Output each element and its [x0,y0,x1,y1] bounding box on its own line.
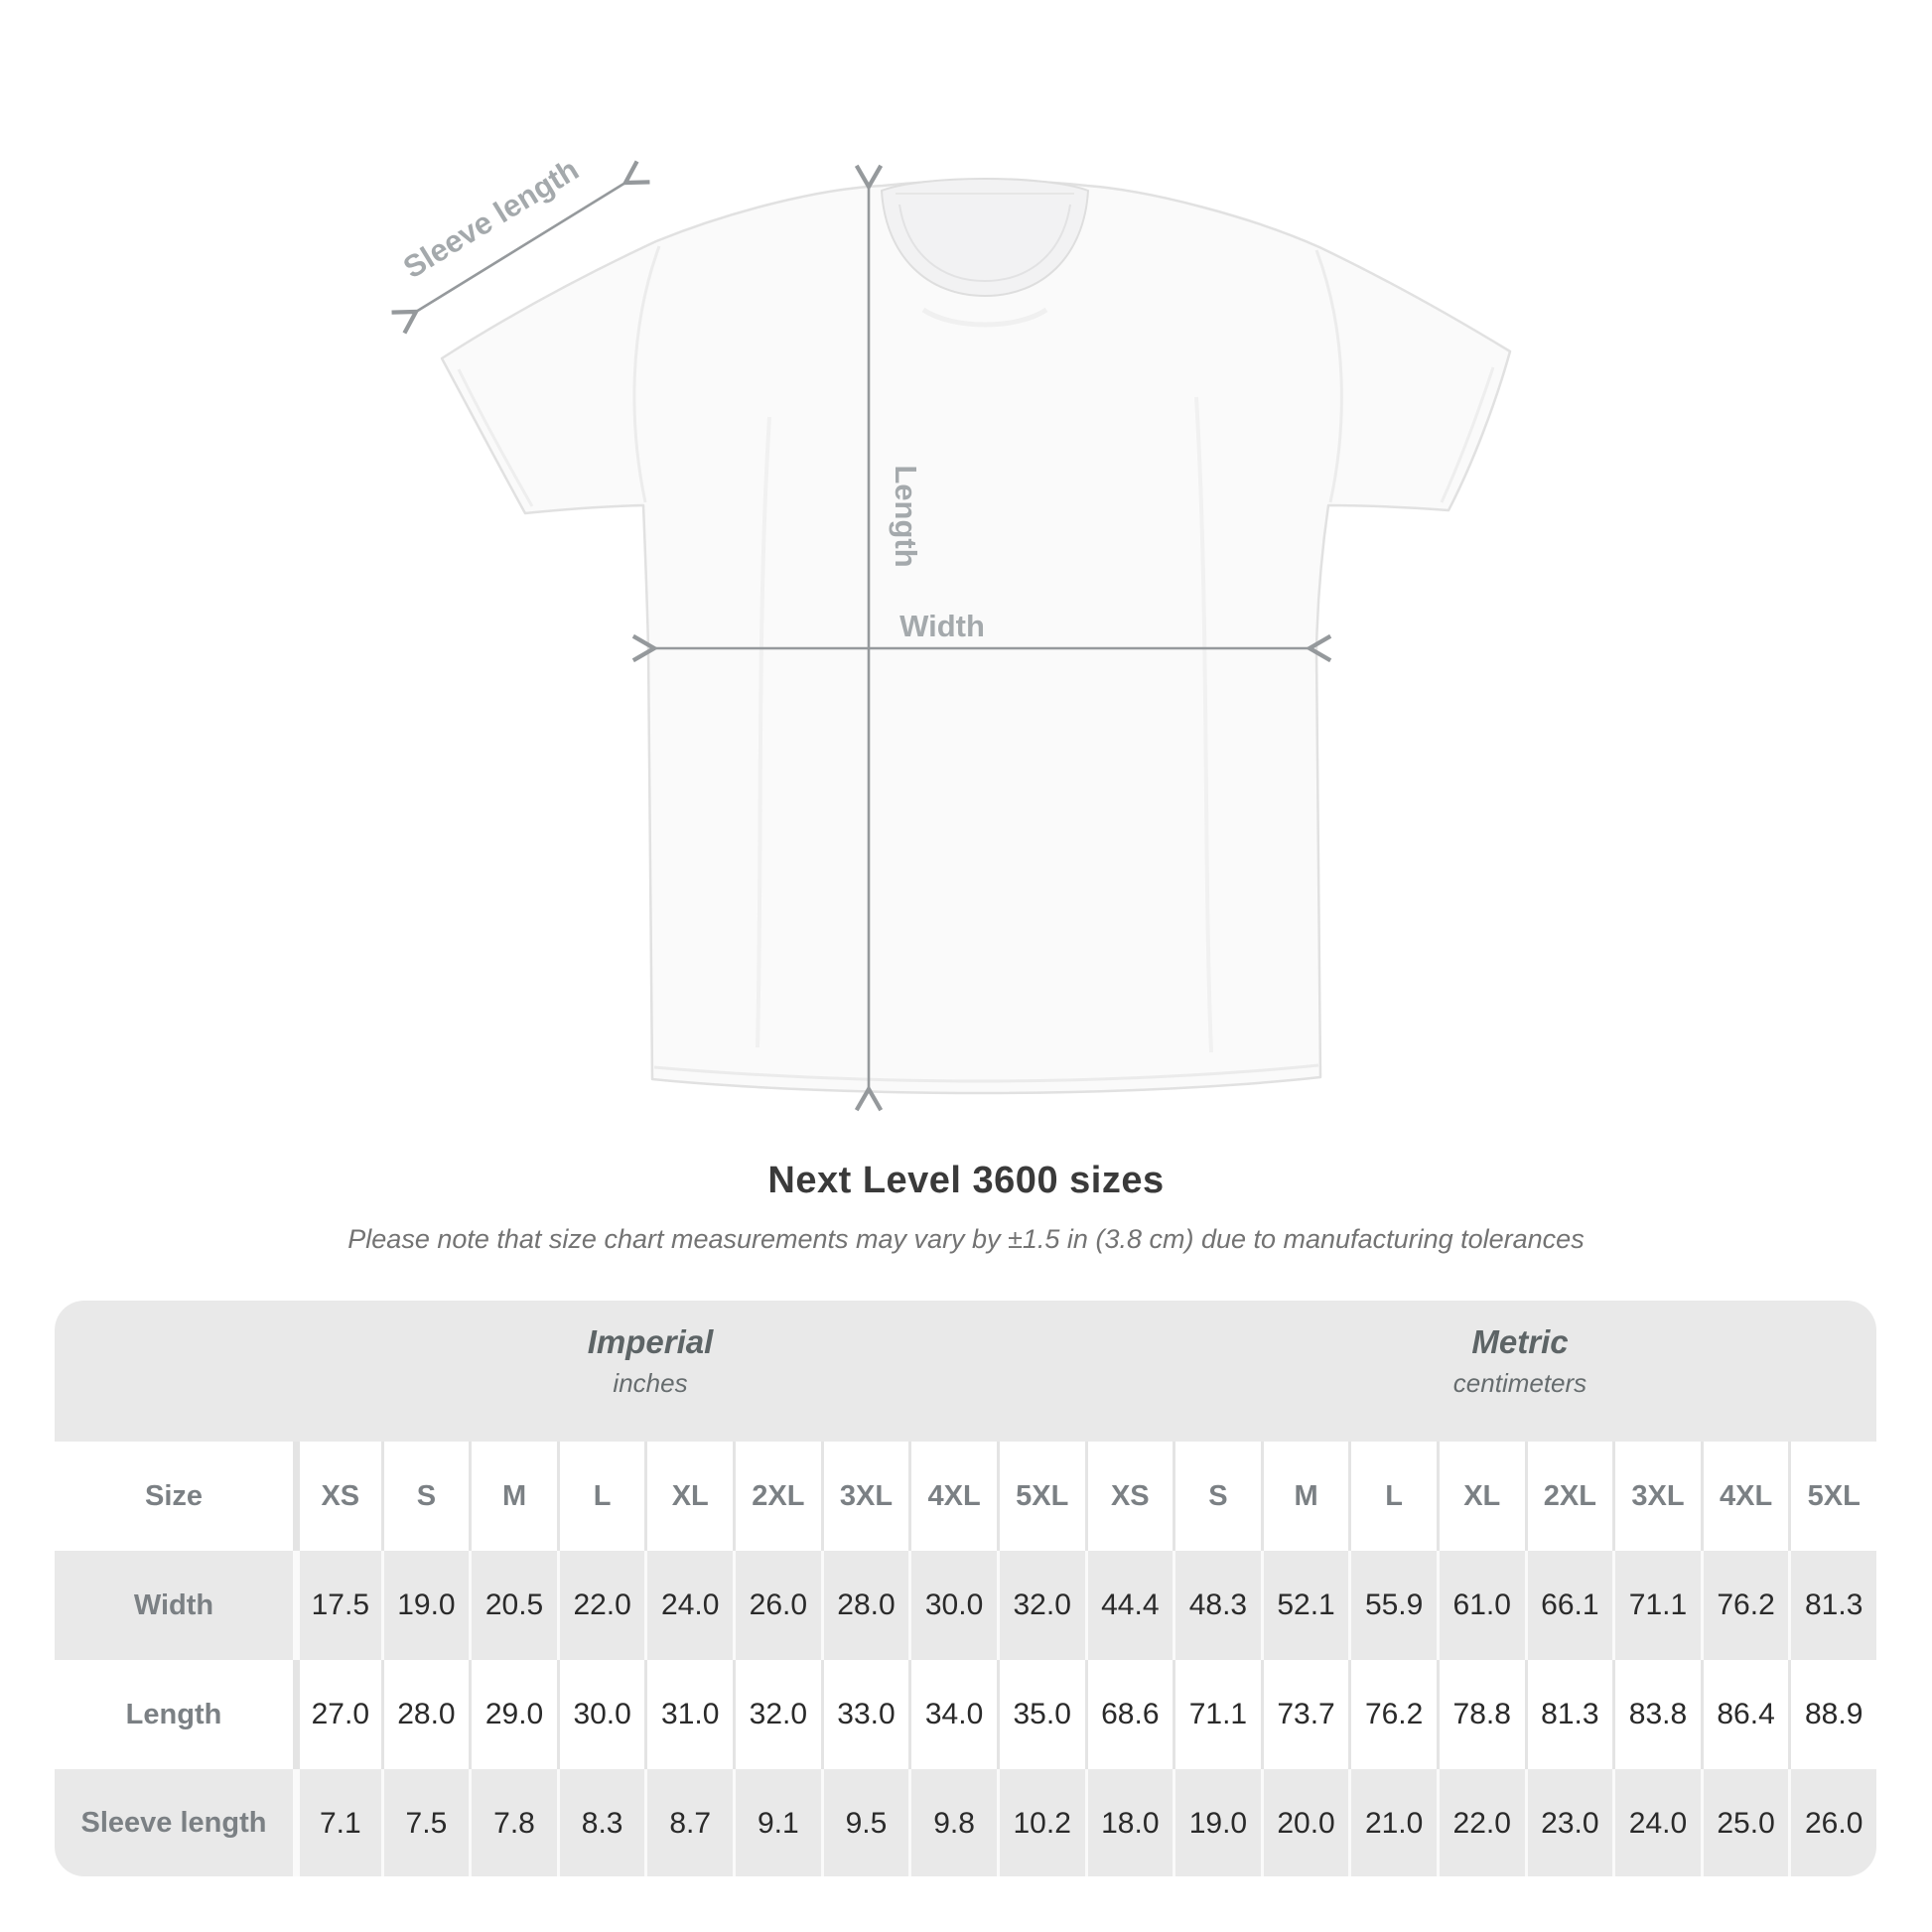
value-cell: 24.0 [1612,1769,1701,1876]
table-row-sleeve-length: Sleeve length 7.1 7.5 7.8 8.3 8.7 9.1 9.… [55,1769,1876,1876]
size-header-cell: 4XL [1700,1442,1789,1551]
value-cell: 73.7 [1260,1660,1349,1769]
value-cell: 28.0 [820,1551,909,1660]
size-header-cell: XS [1084,1442,1173,1551]
metric-unit: centimeters [1452,1368,1587,1398]
value-cell: 29.0 [469,1660,557,1769]
value-cell: 9.8 [908,1769,997,1876]
value-cell: 30.0 [908,1551,997,1660]
metric-heading: Metric [1471,1323,1569,1360]
value-cell: 23.0 [1524,1769,1613,1876]
value-cell: 31.0 [644,1660,733,1769]
value-cell: 8.7 [644,1769,733,1876]
tolerance-note: Please note that size chart measurements… [347,1224,1585,1254]
value-cell: 88.9 [1788,1660,1876,1769]
value-cell: 9.5 [820,1769,909,1876]
size-header-cell: 5XL [1788,1442,1876,1551]
value-cell: 61.0 [1436,1551,1525,1660]
value-cell: 22.0 [556,1551,645,1660]
value-cell: 66.1 [1524,1551,1613,1660]
size-header-cell: 2XL [1524,1442,1613,1551]
value-cell: 76.2 [1700,1551,1789,1660]
size-header-cell: S [1173,1442,1261,1551]
value-cell: 78.8 [1436,1660,1525,1769]
size-header-cell: M [1260,1442,1349,1551]
value-cell: 32.0 [996,1551,1085,1660]
value-cell: 24.0 [644,1551,733,1660]
value-cell: 86.4 [1700,1660,1789,1769]
table-row-length: Length 27.0 28.0 29.0 30.0 31.0 32.0 33.… [55,1660,1876,1769]
size-header-cell: S [380,1442,470,1551]
value-cell: 55.9 [1348,1551,1437,1660]
value-cell: 7.5 [380,1769,470,1876]
size-header-cell: XL [1436,1442,1525,1551]
value-cell: 28.0 [380,1660,470,1769]
value-cell: 68.6 [1084,1660,1173,1769]
value-cell: 26.0 [733,1551,821,1660]
size-header-cell: 4XL [908,1442,997,1551]
imperial-unit: inches [613,1368,688,1398]
imperial-heading: Imperial [587,1323,714,1360]
row-label: Width [133,1588,214,1621]
value-cell: 7.8 [469,1769,557,1876]
size-header-cell: 2XL [733,1442,821,1551]
value-cell: 33.0 [820,1660,909,1769]
value-cell: 20.5 [469,1551,557,1660]
table-row-width: Width 17.5 19.0 20.5 22.0 24.0 26.0 28.0… [55,1551,1876,1660]
row-label: Length [125,1698,222,1730]
value-cell: 7.1 [293,1769,381,1876]
size-table: Imperial inches Metric centimeters Size … [55,1301,1876,1876]
row-label: Sleeve length [80,1807,267,1839]
value-cell: 17.5 [293,1551,381,1660]
value-cell: 71.1 [1612,1551,1701,1660]
value-cell: 19.0 [1173,1769,1261,1876]
size-header-cell: 3XL [1612,1442,1701,1551]
size-column-header: Size [144,1479,204,1512]
page-title: Next Level 3600 sizes [767,1160,1165,1201]
length-label: Length [889,465,923,567]
size-header-cell: M [469,1442,557,1551]
imperial-section-header: Imperial inches [422,1322,879,1400]
size-header-cell: 5XL [996,1442,1085,1551]
value-cell: 35.0 [996,1660,1085,1769]
value-cell: 20.0 [1260,1769,1349,1876]
sleeve-length-arrow [391,160,650,335]
value-cell: 18.0 [1084,1769,1173,1876]
size-header-cell: L [556,1442,645,1551]
width-label: Width [899,609,985,643]
units-header-band: Imperial inches Metric centimeters [55,1301,1876,1442]
value-cell: 26.0 [1788,1769,1876,1876]
value-cell: 48.3 [1173,1551,1261,1660]
value-cell: 27.0 [293,1660,381,1769]
value-cell: 83.8 [1612,1660,1701,1769]
value-cell: 81.3 [1524,1660,1613,1769]
size-header-cell: 3XL [820,1442,909,1551]
value-cell: 19.0 [380,1551,470,1660]
size-header-cell: L [1348,1442,1437,1551]
value-cell: 71.1 [1173,1660,1261,1769]
value-cell: 22.0 [1436,1769,1525,1876]
value-cell: 10.2 [996,1769,1085,1876]
size-header-cell: XL [644,1442,733,1551]
value-cell: 9.1 [733,1769,821,1876]
size-header-cell: XS [293,1442,381,1551]
value-cell: 34.0 [908,1660,997,1769]
value-cell: 52.1 [1260,1551,1349,1660]
value-cell: 44.4 [1084,1551,1173,1660]
value-cell: 30.0 [556,1660,645,1769]
value-cell: 25.0 [1700,1769,1789,1876]
value-cell: 8.3 [556,1769,645,1876]
value-cell: 76.2 [1348,1660,1437,1769]
value-cell: 81.3 [1788,1551,1876,1660]
value-cell: 32.0 [733,1660,821,1769]
value-cell: 21.0 [1348,1769,1437,1876]
metric-section-header: Metric centimeters [1292,1322,1748,1400]
size-header-row: Size XS S M L XL 2XL 3XL 4XL 5XL XS S M … [55,1442,1876,1551]
